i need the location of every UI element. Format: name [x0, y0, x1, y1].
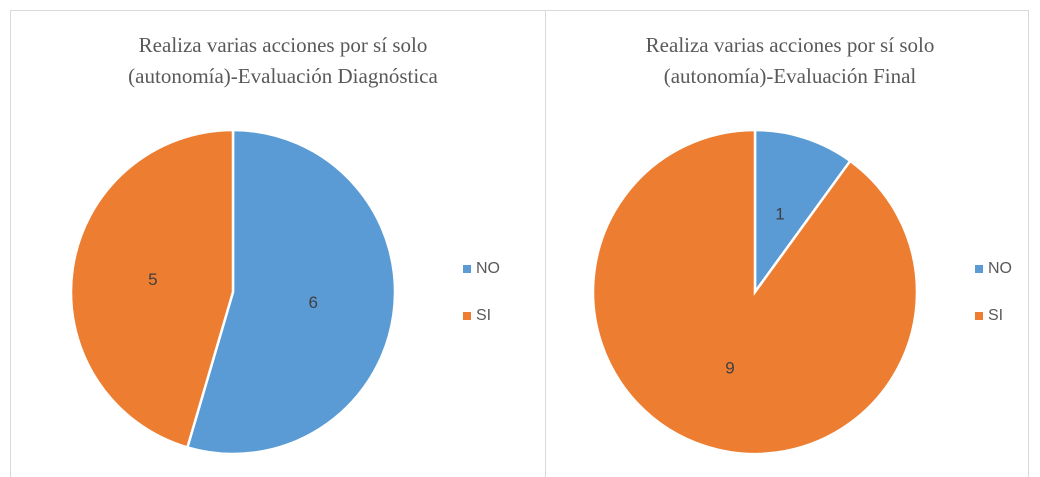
- data-label: 6: [308, 293, 317, 312]
- pie-slice: [753, 128, 852, 296]
- pie-slice: [69, 128, 235, 449]
- legend-label: NO: [476, 260, 500, 277]
- chart-title: Realiza varias acciones por sí solo: [646, 33, 935, 57]
- legend-swatch: [463, 312, 471, 320]
- data-label: 5: [148, 270, 157, 289]
- pie-slice: [591, 128, 919, 456]
- legend-swatch: [463, 265, 471, 273]
- legend-label: SI: [476, 307, 491, 324]
- legend-swatch: [975, 265, 983, 273]
- legend-swatch: [975, 312, 983, 320]
- chart-title: (autonomía)-Evaluación Diagnóstica: [128, 64, 438, 88]
- pie-slice: [185, 128, 397, 456]
- data-label: 1: [775, 204, 784, 223]
- chart-title: Realiza varias acciones por sí solo: [139, 33, 428, 57]
- data-label: 9: [725, 359, 734, 378]
- chart-title: (autonomía)-Evaluación Final: [664, 64, 917, 88]
- outline: [10, 10, 1029, 477]
- legend-label: NO: [988, 260, 1012, 277]
- legend-label: SI: [988, 307, 1003, 324]
